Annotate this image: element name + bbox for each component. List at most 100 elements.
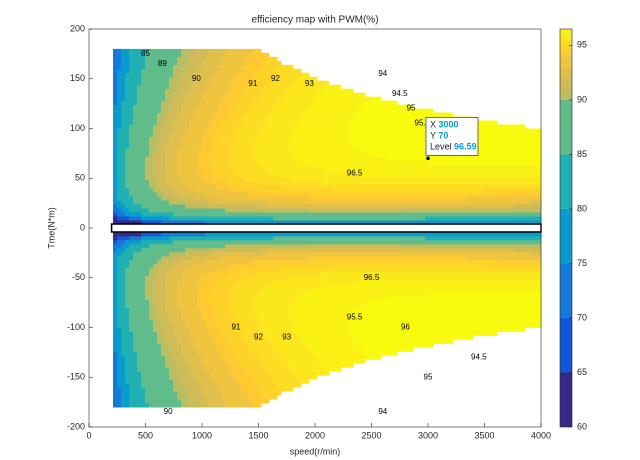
heat-cell [205,116,210,121]
heat-cell [209,160,214,165]
heat-cell [165,52,170,58]
heat-cell [237,355,242,360]
heat-cell [317,263,322,269]
heat-cell [145,100,150,106]
heat-cell [185,375,190,380]
heat-cell [185,287,190,293]
heat-cell [233,64,238,70]
heat-cell [301,212,306,217]
heat-cell [229,231,234,237]
heat-cell [269,92,274,98]
heat-cell [201,160,206,165]
heat-cell [273,180,278,185]
heat-cell [193,331,198,336]
heat-cell [237,363,242,368]
heat-cell [309,144,314,149]
heat-cell [281,247,286,253]
heat-cell [249,307,254,312]
heat-cell [117,64,122,70]
heat-cell [117,172,122,177]
heat-cell [149,395,154,400]
heat-cell [313,327,318,332]
heat-cell [329,271,334,277]
heat-cell [189,172,194,177]
heat-cell [237,383,242,388]
heat-cell [233,72,238,78]
heat-cell [141,92,146,98]
heat-cell [341,315,346,320]
heat-cell [245,259,250,265]
heat-cell [277,255,282,261]
heat-cell [269,339,274,344]
heat-cell [153,144,158,149]
heat-cell [241,279,246,285]
heat-cell [221,204,226,209]
heat-cell [309,263,314,269]
heat-cell [165,100,170,106]
heat-cell [133,56,138,62]
heat-cell [181,323,186,328]
heat-cell [273,375,278,380]
heat-cell [277,124,282,129]
heat-cell [201,395,206,400]
heat-cell [125,60,130,66]
heat-cell [121,56,126,62]
heat-cell [117,243,122,249]
heat-cell [185,156,190,161]
heat-cell [317,84,322,90]
heat-cell [341,108,346,113]
heat-cell [213,92,218,98]
heat-cell [281,112,286,117]
heat-cell [161,204,166,209]
heat-cell [125,148,130,153]
heat-cell [269,168,274,173]
heat-cell [161,140,166,145]
heat-cell [181,200,186,205]
heat-cell [149,200,154,205]
heat-cell [333,216,338,221]
heat-cell [177,104,182,109]
heat-cell [149,80,154,86]
heat-cell [189,72,194,78]
heat-cell [341,251,346,257]
heat-cell [289,255,294,261]
heat-cell [293,315,298,320]
heat-cell [245,128,250,133]
heat-cell [185,196,190,201]
heat-cell [189,231,194,237]
heat-cell [181,263,186,269]
heat-cell [145,283,150,289]
heat-cell [161,104,166,109]
heat-cell [337,251,342,257]
heat-cell [237,140,242,145]
heat-cell [145,247,150,253]
heat-cell [261,283,266,289]
heat-cell [265,235,270,241]
heat-cell [213,168,218,173]
heat-cell [265,136,270,141]
heat-cell [241,60,246,66]
heat-cell [145,243,150,249]
heat-cell [233,379,238,384]
heat-cell [341,128,346,133]
heat-cell [341,303,346,308]
heat-cell [197,275,202,281]
heat-cell [193,80,198,86]
heat-cell [205,359,210,364]
heat-cell [193,220,198,225]
heat-cell [273,56,278,62]
heat-cell [181,259,186,265]
heat-cell [149,267,154,273]
heat-cell [245,243,250,249]
heat-cell [113,124,118,129]
heat-cell [153,263,158,269]
heat-cell [145,299,150,305]
heat-cell [177,331,182,336]
heat-cell [149,64,154,70]
heat-cell [129,271,134,277]
heat-cell [337,164,342,169]
heat-cell [213,391,218,396]
heat-cell [157,343,162,348]
heat-cell [281,124,286,129]
heat-cell [125,315,130,320]
